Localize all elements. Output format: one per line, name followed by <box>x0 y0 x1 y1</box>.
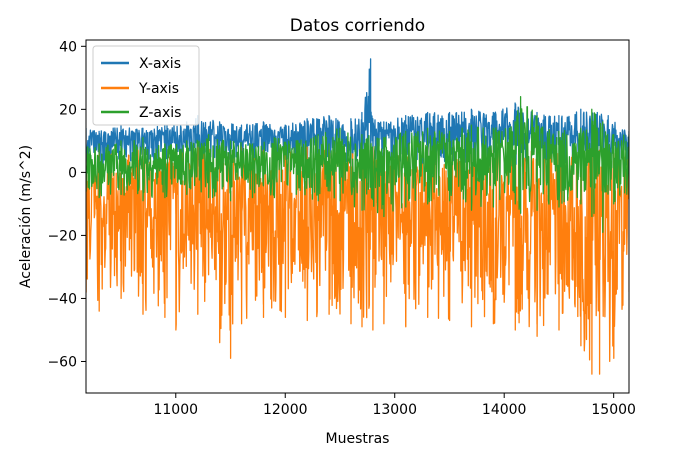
y-tick-label: 0 <box>68 165 77 181</box>
legend-label-z-axis: Z-axis <box>139 105 181 121</box>
legend: X-axis Y-axis Z-axis <box>92 45 200 126</box>
y-tick-label: 40 <box>59 39 77 55</box>
series-line-z-axis <box>86 96 629 233</box>
x-axis-ticks: 11000 12000 13000 14000 15000 <box>153 393 636 418</box>
y-axis-label: Aceleración (m/s^2) <box>18 145 34 288</box>
plot-frame <box>85 39 630 394</box>
legend-label-y-axis: Y-axis <box>138 81 179 97</box>
y-axis-ticks: 40 20 0 −20 −40 −60 <box>47 39 86 370</box>
x-tick-label: 14000 <box>482 402 527 418</box>
y-tick-label: 20 <box>59 102 77 118</box>
series-line-y-axis <box>86 146 629 375</box>
x-tick-label: 13000 <box>372 402 417 418</box>
chart-title: Datos corriendo <box>290 16 425 36</box>
x-tick-label: 12000 <box>263 402 308 418</box>
legend-label-x-axis: X-axis <box>139 56 181 72</box>
x-axis-label: Muestras <box>326 431 390 447</box>
x-tick-label: 15000 <box>591 402 636 418</box>
y-tick-label: −60 <box>47 354 77 370</box>
series-layer <box>86 58 629 375</box>
legend-box <box>92 45 200 126</box>
y-tick-label: −40 <box>47 291 77 307</box>
y-tick-label: −20 <box>47 228 77 244</box>
x-tick-label: 11000 <box>153 402 198 418</box>
